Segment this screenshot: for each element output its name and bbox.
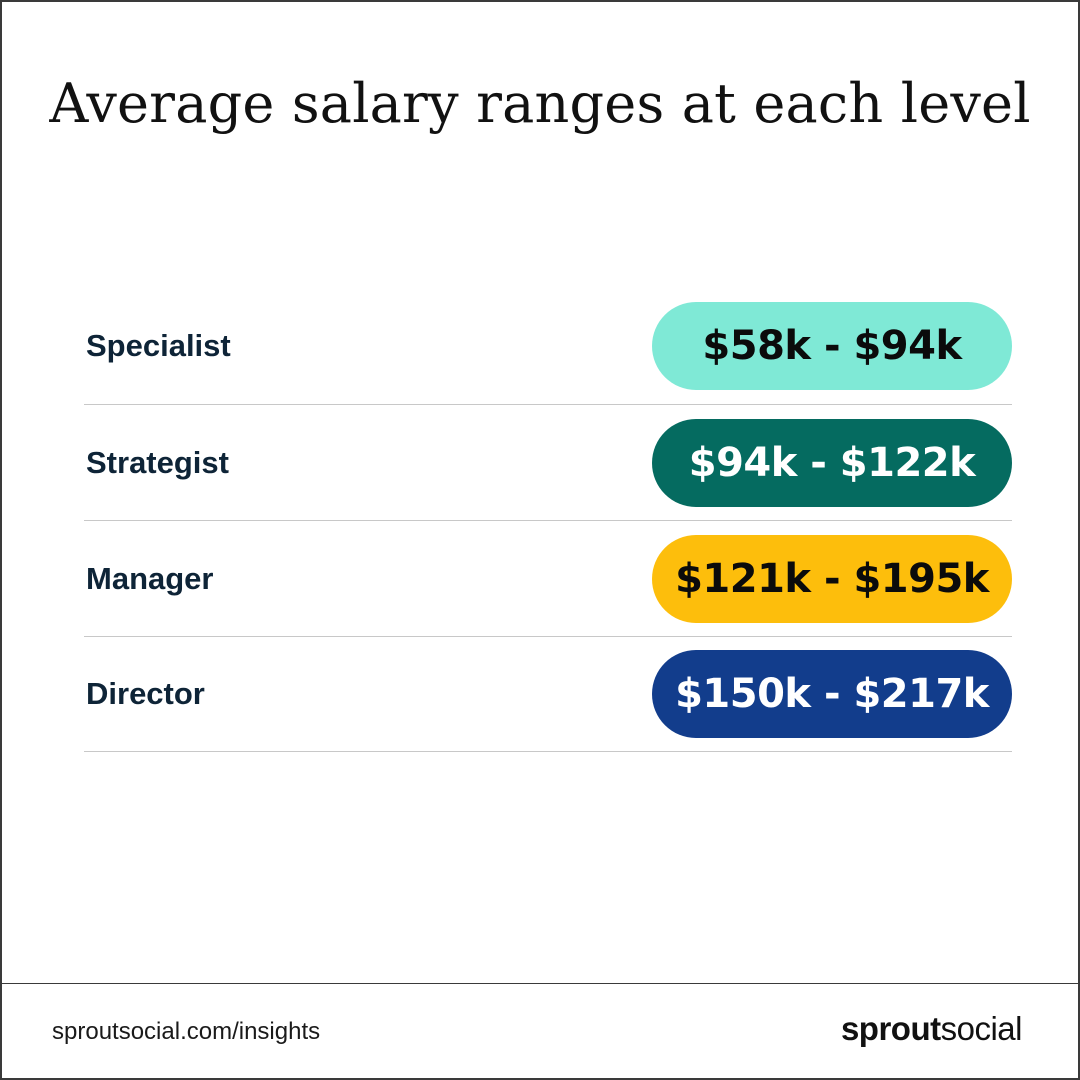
level-label: Strategist xyxy=(86,444,229,480)
source-link[interactable]: sproutsocial.com/insights xyxy=(52,1018,321,1045)
level-label: Specialist xyxy=(86,328,231,363)
list-item-specialist: Specialist $58k - $94k xyxy=(84,288,1012,404)
salary-range-badge: $94k - $122k xyxy=(652,418,1012,507)
logo-text-bold: sprout xyxy=(840,1010,941,1047)
salary-range-list: Specialist $58k - $94k Strategist $94k -… xyxy=(84,288,1012,752)
level-label: Manager xyxy=(86,560,214,596)
sprout-social-logo: sproutsocial xyxy=(840,1010,1023,1048)
footer: sproutsocial.com/insights sproutsocial xyxy=(2,983,1078,1078)
salary-range-badge: $58k - $94k xyxy=(652,302,1012,390)
salary-range-badge: $150k - $217k xyxy=(652,650,1012,738)
list-item-manager: Manager $121k - $195k xyxy=(84,520,1012,636)
salary-range-badge: $121k - $195k xyxy=(652,534,1012,623)
list-item-strategist: Strategist $94k - $122k xyxy=(84,404,1012,520)
level-label: Director xyxy=(86,676,205,711)
list-item-director: Director $150k - $217k xyxy=(84,636,1012,752)
page-title: Average salary ranges at each level xyxy=(49,72,1031,135)
logo-text-light: social xyxy=(940,1010,1023,1047)
